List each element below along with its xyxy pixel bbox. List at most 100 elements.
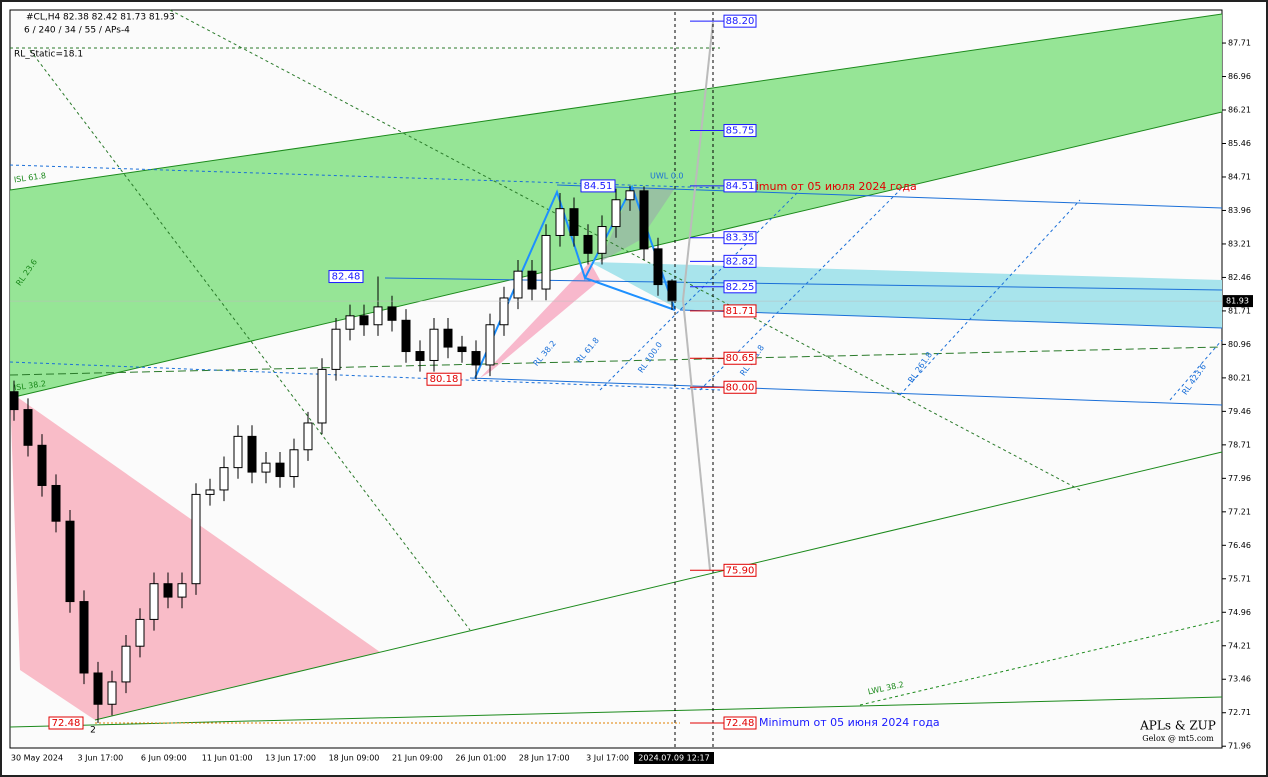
candle-body [457, 346, 467, 353]
pivot-box [426, 372, 462, 386]
cursor-time-box [634, 752, 714, 764]
y-tick-label: 77.96 [1228, 474, 1251, 483]
projection [682, 21, 714, 301]
current-price-tag [1223, 295, 1253, 308]
candle-body [653, 248, 663, 286]
candle-body [471, 351, 481, 366]
y-tick-label: 86.96 [1228, 72, 1251, 81]
pivot-label: 72.48 [52, 718, 81, 729]
level-box [723, 14, 757, 28]
channel-line [9, 696, 1223, 728]
x-tick-label: 3 Jun 17:00 [78, 754, 124, 763]
y-tick-label: 78.71 [1228, 440, 1251, 449]
level-label: 75.90 [726, 565, 755, 576]
channel-label: ISL 38.2 [13, 379, 46, 392]
x-tick-label: 18 Jun 09:00 [329, 754, 380, 763]
candle-body [331, 328, 341, 370]
level-label: 82.25 [726, 282, 755, 293]
fan-line [1169, 339, 1223, 401]
candle-body [275, 462, 285, 478]
candle-body [373, 306, 383, 326]
projection [682, 299, 711, 571]
candle-body [93, 672, 103, 705]
channel-line [556, 184, 1223, 209]
header: #CL,H4 82.38 82.42 81.73 81.93 [26, 13, 175, 23]
candle-body [667, 280, 677, 302]
y-tick-label: 79.46 [1228, 407, 1251, 416]
candle-body [149, 583, 159, 620]
candle-body [583, 234, 593, 254]
x-tick-label: 30 May 2024 [11, 754, 63, 763]
y-tick-label: 83.21 [1228, 239, 1251, 248]
level-label: 84.51 [726, 181, 755, 192]
channel-line [859, 619, 1223, 706]
y-tick-label: 84.71 [1228, 172, 1251, 181]
channel-line [94, 451, 1223, 721]
y-tick-label: 80.21 [1228, 373, 1251, 382]
fan-line [29, 49, 471, 631]
candle-body [191, 493, 201, 585]
candle-body [303, 422, 313, 451]
fan-line [9, 361, 721, 391]
candle-body [219, 467, 229, 491]
candle-body [345, 315, 355, 330]
level-label: 80.00 [726, 382, 755, 393]
fan-line [699, 189, 901, 391]
pivot-label: 82.48 [332, 272, 361, 283]
level-label: 85.75 [726, 126, 755, 137]
channel-line [9, 111, 1223, 399]
candle-body [51, 484, 61, 522]
level-label: 81.71 [726, 306, 755, 317]
y-tick-label: 71.96 [1228, 742, 1251, 751]
level-label: 83.35 [726, 233, 755, 244]
x-tick-label: 21 Jun 09:00 [392, 754, 443, 763]
channel-line [9, 13, 1223, 191]
channel-line [679, 309, 1223, 329]
y-tick-label: 85.46 [1228, 139, 1251, 148]
pivot-label: 80.18 [430, 374, 459, 385]
candle-body [387, 306, 397, 321]
x-tick-label: 6 Jun 09:00 [141, 754, 187, 763]
level-label: 80.65 [726, 353, 755, 364]
pivot-box [580, 179, 616, 193]
y-tick-label: 87.71 [1228, 39, 1251, 48]
candle-body [65, 520, 75, 603]
level-box [723, 716, 757, 730]
grey-zone [600, 187, 675, 262]
x-tick-label: 3 Jul 17:00 [586, 754, 629, 763]
candle-body [541, 234, 551, 290]
y-tick-label: 72.71 [1228, 708, 1251, 717]
level-box [723, 231, 757, 245]
fan-line [899, 199, 1081, 396]
candle-body [401, 319, 411, 353]
y-tick-label: 81.71 [1228, 306, 1251, 315]
candle-body [429, 328, 439, 361]
params: 6 / 240 / 34 / 55 / APs-4 [24, 26, 130, 36]
level-box [723, 124, 757, 138]
candle-body [23, 409, 33, 446]
pivot-label: 84.51 [584, 181, 613, 192]
pivot-number: 2 [90, 726, 96, 736]
y-tick-label: 77.21 [1228, 507, 1251, 516]
candle-body [205, 489, 215, 495]
y-tick-label: 75.71 [1228, 574, 1251, 583]
level-box [723, 179, 757, 193]
y-tick-label: 80.96 [1228, 340, 1251, 349]
level-box [723, 380, 757, 394]
level-box [723, 351, 757, 365]
channel-label: ISL 61.8 [13, 171, 46, 184]
candle-body [107, 681, 117, 705]
level-box [723, 563, 757, 577]
channel-line [9, 346, 1223, 376]
candle-body [121, 645, 131, 683]
fan-line [9, 164, 721, 189]
candle-body [625, 190, 635, 201]
candle-body [289, 449, 299, 478]
static-label: RL_Static=18.1 [14, 50, 83, 60]
candle-body [639, 190, 649, 250]
candle-body [527, 270, 537, 290]
candle-body [569, 208, 579, 236]
y-tick-label: 83.96 [1228, 206, 1251, 215]
y-tick-label: 76.46 [1228, 541, 1251, 550]
candle-body [513, 270, 523, 299]
